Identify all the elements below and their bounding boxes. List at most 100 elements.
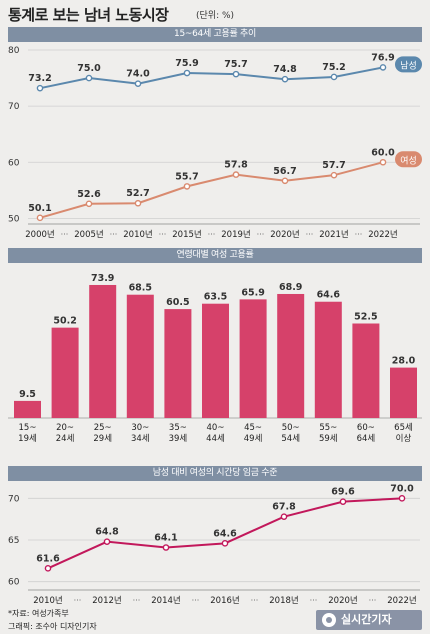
bar-value-label: 60.5 [166, 297, 189, 308]
data-label: 75.7 [224, 59, 247, 70]
bar-value-label: 68.9 [279, 282, 302, 293]
bar [51, 327, 79, 418]
data-point [36, 84, 44, 92]
x-tick-label: 2018년 [269, 595, 298, 606]
y-tick-label: 60 [8, 158, 20, 168]
x-tick-label: 30~ [131, 423, 149, 433]
data-point [280, 513, 288, 520]
bar [277, 293, 305, 418]
x-tick-label: 64세 [357, 434, 376, 444]
data-point [36, 214, 44, 222]
data-point [221, 540, 229, 547]
series-line-0 [39, 66, 384, 90]
data-label: 56.7 [273, 166, 296, 177]
axis-break-dots: ··· [159, 230, 167, 239]
bar-value-label: 65.9 [241, 287, 264, 298]
data-label: 69.6 [331, 487, 355, 498]
x-tick-label: 29세 [93, 434, 112, 444]
axis-break-dots: ··· [208, 230, 216, 239]
bar [89, 284, 117, 418]
x-tick-label: 2012년 [92, 595, 121, 606]
data-point [379, 64, 387, 71]
data-point [134, 199, 142, 207]
axis-break-dots: ··· [251, 596, 259, 605]
bar-value-label: 64.6 [317, 290, 341, 301]
data-point [281, 177, 289, 185]
page-title: 통계로 보는 남녀 노동시장 [8, 6, 169, 24]
bar [314, 301, 342, 418]
axis-break-dots: ··· [133, 596, 141, 605]
axis-break-dots: ··· [306, 230, 314, 239]
source-note: *자료: 여성가족부 [8, 609, 69, 618]
x-tick-label: 55~ [319, 423, 337, 433]
x-tick-label: 54세 [281, 434, 300, 444]
data-point [330, 73, 338, 81]
x-tick-label: 2022년 [368, 229, 397, 240]
data-label: 52.6 [77, 189, 101, 200]
x-tick-label: 59세 [319, 434, 338, 444]
data-point [232, 70, 240, 78]
data-label: 50.1 [28, 203, 51, 214]
legend-label: 여성 [400, 154, 417, 166]
data-label: 70.0 [390, 483, 414, 494]
x-tick-label: 15~ [19, 423, 37, 433]
axis-break-dots: ··· [310, 596, 318, 605]
data-label: 75.0 [77, 63, 101, 74]
data-point [162, 544, 170, 551]
data-label: 57.7 [322, 160, 345, 171]
x-tick-label: 44세 [206, 434, 225, 444]
x-tick-label: 2021년 [319, 229, 348, 240]
data-label: 74.0 [126, 69, 150, 80]
y-tick-label: 50 [8, 214, 20, 224]
x-tick-label: 24세 [56, 434, 75, 444]
data-label: 64.8 [95, 527, 119, 538]
bar [239, 299, 267, 418]
x-tick-label: 40~ [207, 423, 225, 433]
bar [390, 367, 417, 418]
chart2-title: 연령대별 여성 고용률 [8, 248, 422, 263]
axis-break-dots: ··· [355, 230, 363, 239]
axis-break-dots: ··· [369, 596, 377, 605]
data-label: 60.0 [371, 147, 395, 158]
brand-logo: 실시간기자 [316, 610, 422, 630]
bar [202, 303, 229, 418]
axis-break-dots: ··· [61, 230, 69, 239]
x-tick-label: 65세 [394, 423, 413, 433]
bar [352, 323, 380, 418]
legend-badge [395, 56, 422, 73]
data-label: 55.7 [175, 171, 198, 182]
data-point [85, 200, 93, 208]
data-point [379, 158, 387, 166]
y-tick-label: 80 [8, 46, 20, 56]
series-line-1 [39, 161, 384, 219]
bar-value-label: 63.5 [204, 292, 227, 303]
x-tick-label: 20~ [56, 423, 74, 433]
data-label: 67.8 [272, 502, 296, 513]
chart3-title: 남성 대비 여성의 시간당 임금 수준 [8, 466, 422, 481]
data-point [183, 69, 191, 77]
data-label: 75.2 [322, 62, 345, 73]
data-label: 64.6 [213, 528, 237, 539]
data-label: 52.7 [126, 188, 149, 199]
x-tick-label: 39세 [169, 434, 188, 444]
logo-text: 실시간기자 [341, 613, 392, 626]
data-point [398, 495, 406, 502]
bar-value-label: 68.5 [129, 283, 152, 294]
x-tick-label: 2000년 [25, 229, 54, 240]
x-tick-label: 2010년 [123, 229, 152, 240]
x-tick-label: 50~ [282, 423, 300, 433]
data-label: 57.8 [224, 160, 248, 171]
y-tick-label: 65 [8, 536, 19, 546]
y-tick-label: 60 [8, 578, 20, 588]
axis-break-dots: ··· [110, 230, 118, 239]
data-point [339, 498, 347, 505]
chart1-title: 15~64세 고용률 추이 [8, 27, 422, 42]
x-tick-label: 2005년 [74, 229, 103, 240]
bar-value-label: 52.5 [354, 312, 377, 323]
x-tick-label: 34세 [131, 434, 150, 444]
bar [14, 400, 41, 418]
unit-label: (단위: %) [196, 11, 235, 21]
x-tick-label: 60~ [357, 423, 375, 433]
x-tick-label: 2010년 [33, 595, 62, 606]
x-tick-label: 19세 [18, 434, 37, 444]
